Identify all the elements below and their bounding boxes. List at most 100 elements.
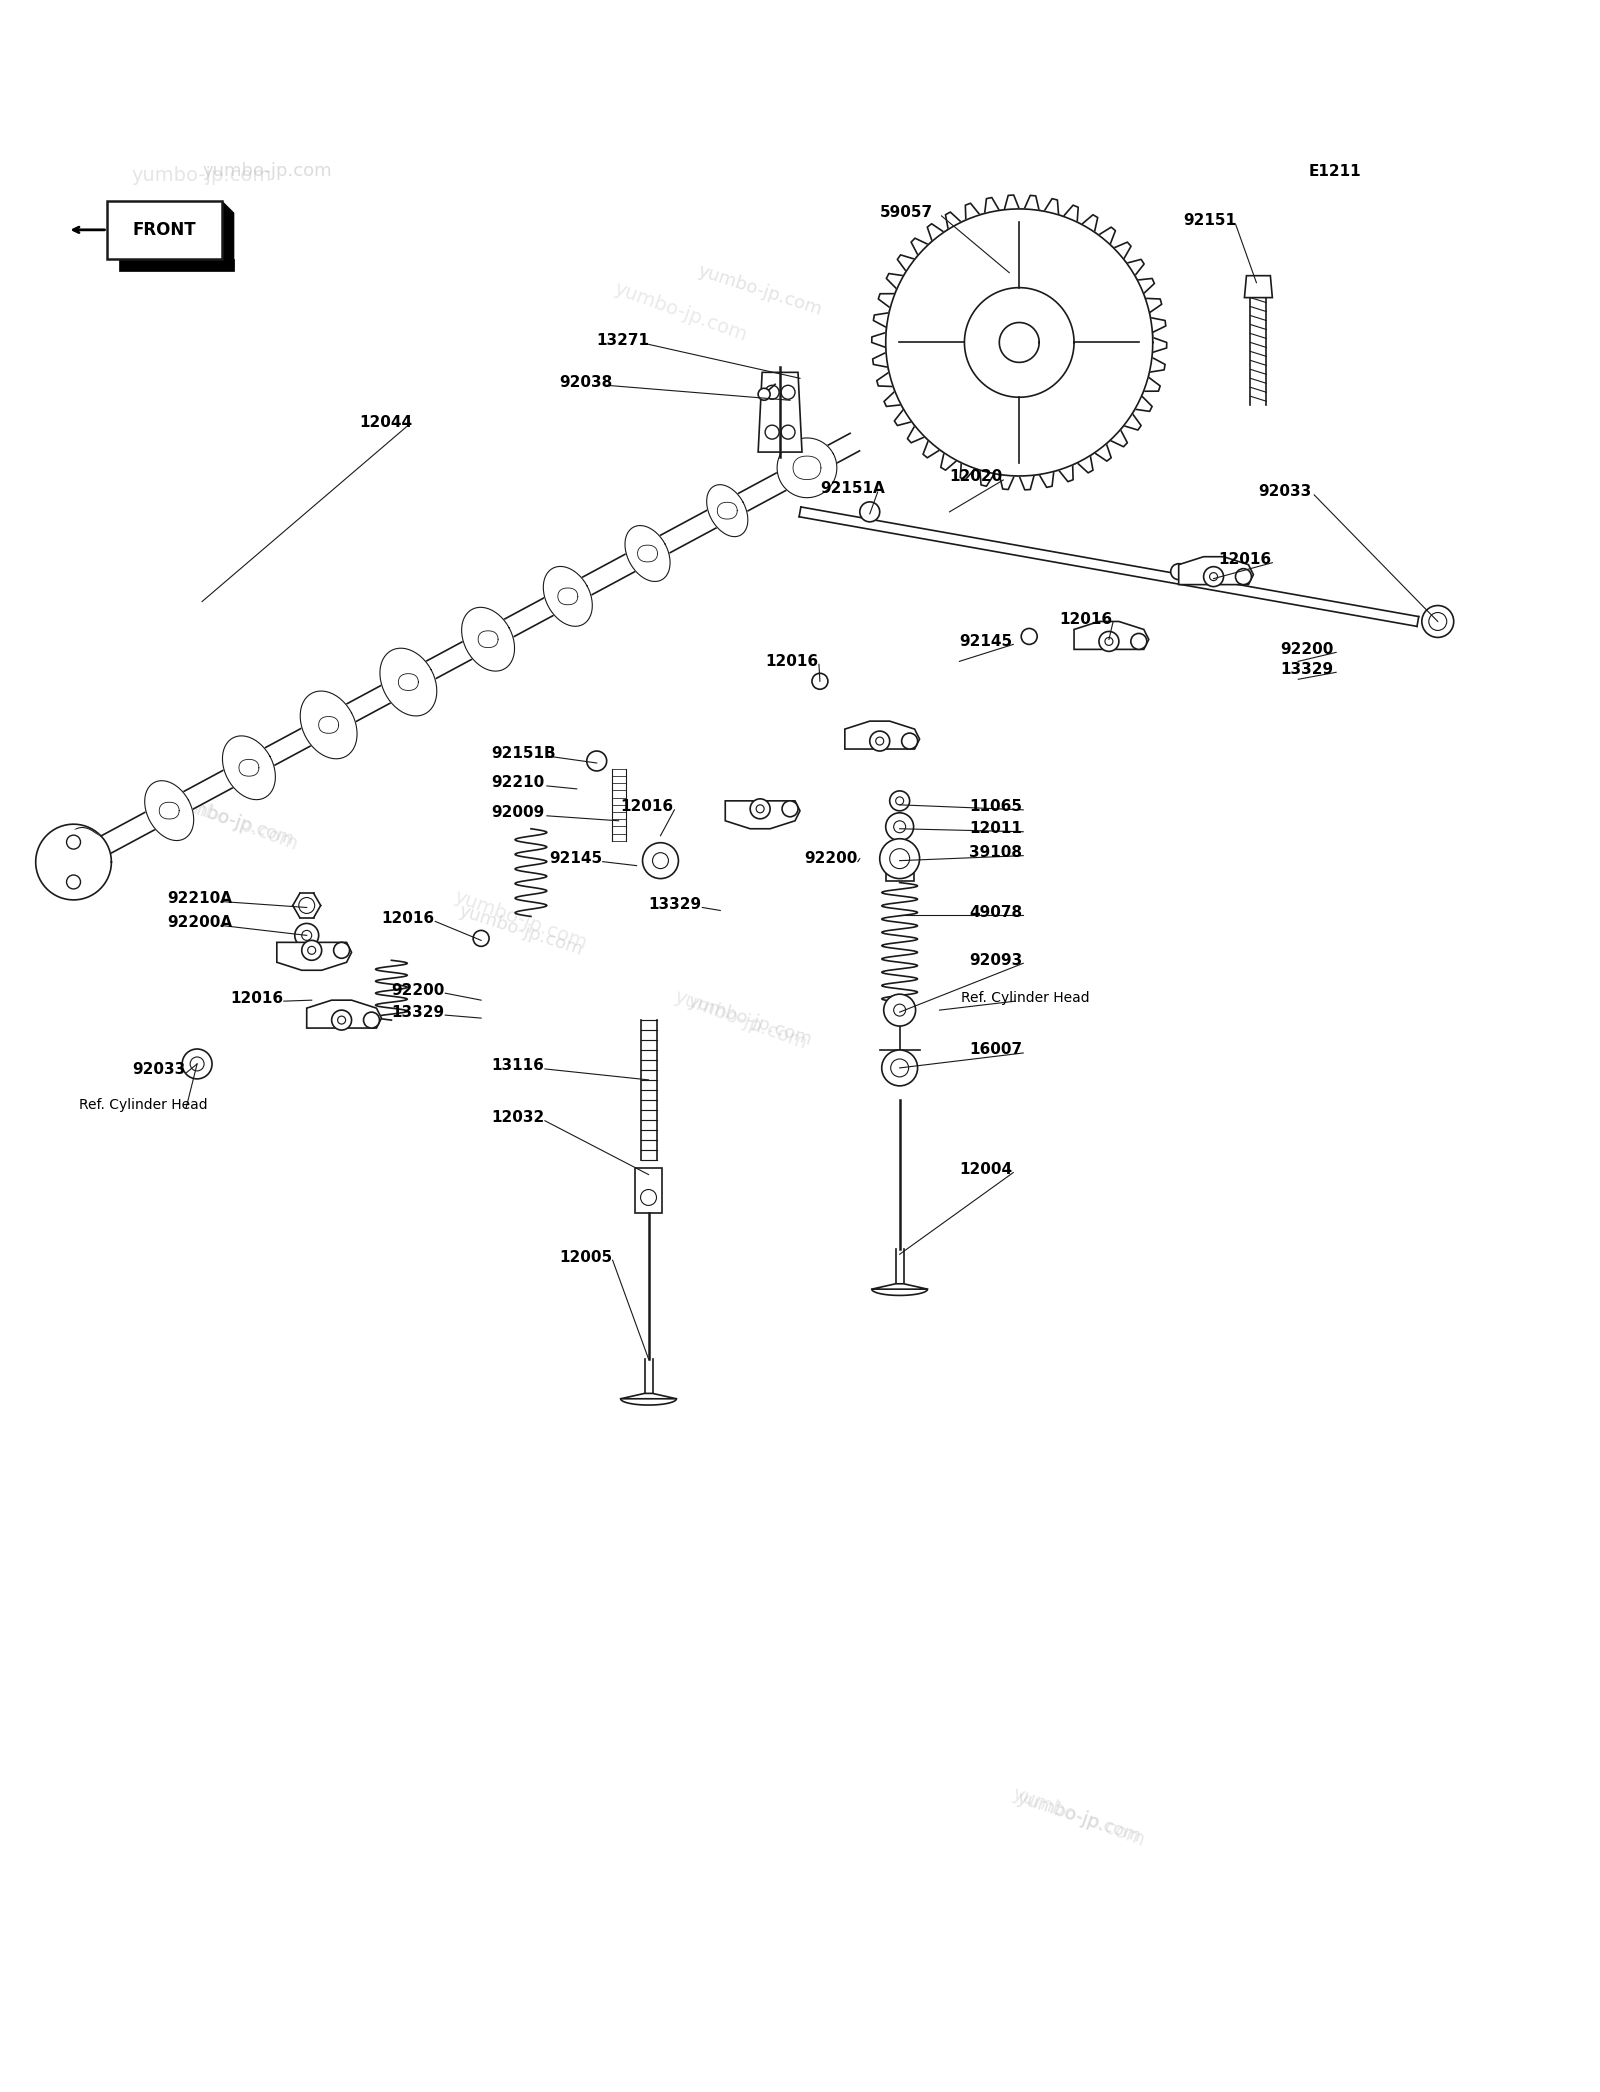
Circle shape [1171, 563, 1187, 579]
Polygon shape [53, 433, 859, 879]
Text: 12016: 12016 [765, 655, 818, 669]
Circle shape [902, 732, 917, 749]
Text: 92200A: 92200A [168, 914, 232, 931]
Circle shape [765, 385, 779, 400]
Circle shape [880, 839, 920, 879]
Polygon shape [544, 567, 592, 626]
Text: 92093: 92093 [970, 952, 1022, 969]
Circle shape [765, 425, 779, 439]
Text: 12016: 12016 [1059, 613, 1112, 628]
Text: 12011: 12011 [970, 822, 1022, 837]
Circle shape [1099, 632, 1118, 651]
Circle shape [859, 502, 880, 521]
Text: 59057: 59057 [880, 205, 933, 220]
Polygon shape [1179, 556, 1253, 584]
Text: yumbo-jp.com: yumbo-jp.com [131, 165, 272, 184]
Polygon shape [778, 437, 837, 498]
Text: 92151A: 92151A [819, 481, 885, 496]
Text: 11065: 11065 [970, 799, 1022, 814]
Circle shape [891, 1059, 909, 1077]
Text: 12020: 12020 [949, 469, 1003, 485]
Circle shape [1429, 613, 1446, 630]
Circle shape [750, 799, 770, 818]
Text: 92033: 92033 [1259, 485, 1312, 500]
Text: yumbo-jp.com: yumbo-jp.com [272, 588, 411, 655]
Circle shape [182, 1048, 213, 1079]
Text: 49078: 49078 [970, 906, 1022, 920]
Text: yumbo-jp.com: yumbo-jp.com [670, 987, 810, 1052]
Text: 12016: 12016 [1219, 552, 1272, 567]
Circle shape [758, 389, 770, 400]
Polygon shape [758, 372, 802, 452]
Text: 92145: 92145 [960, 634, 1013, 649]
Text: Ref. Cylinder Head: Ref. Cylinder Head [962, 992, 1090, 1004]
Text: 12004: 12004 [960, 1161, 1013, 1178]
Circle shape [302, 941, 322, 960]
Polygon shape [845, 722, 920, 749]
Text: 92038: 92038 [558, 374, 613, 389]
Polygon shape [707, 485, 747, 538]
Polygon shape [965, 287, 1074, 397]
Polygon shape [1245, 276, 1272, 297]
Text: yumbo-jp.com: yumbo-jp.com [1014, 1789, 1144, 1845]
Text: 12032: 12032 [491, 1111, 544, 1125]
Circle shape [782, 801, 798, 816]
Circle shape [875, 736, 883, 745]
Circle shape [1203, 567, 1224, 586]
Circle shape [587, 751, 606, 772]
Text: yumbo-jp.com: yumbo-jp.com [451, 887, 590, 954]
Polygon shape [626, 525, 670, 582]
Text: 39108: 39108 [970, 845, 1022, 860]
Circle shape [299, 897, 315, 914]
Circle shape [894, 1004, 906, 1017]
Circle shape [757, 805, 765, 814]
Polygon shape [462, 607, 515, 672]
Circle shape [890, 849, 910, 868]
Polygon shape [872, 195, 1166, 490]
Circle shape [1131, 634, 1147, 649]
Text: yumbo-jp.com: yumbo-jp.com [277, 592, 406, 651]
Text: 92145: 92145 [549, 851, 602, 866]
Text: 13329: 13329 [392, 1004, 445, 1019]
Text: 13329: 13329 [1280, 661, 1333, 678]
Circle shape [307, 946, 315, 954]
Polygon shape [886, 209, 1152, 477]
Polygon shape [872, 1284, 928, 1289]
Circle shape [882, 1050, 917, 1086]
Circle shape [331, 1010, 352, 1029]
Text: 92200: 92200 [803, 851, 858, 866]
Circle shape [653, 854, 669, 868]
Polygon shape [379, 649, 437, 715]
Circle shape [886, 814, 914, 841]
Polygon shape [277, 941, 352, 971]
Text: yumbo-jp.com: yumbo-jp.com [163, 789, 301, 854]
Circle shape [363, 1013, 379, 1027]
Bar [107, 201, 222, 259]
Polygon shape [35, 831, 112, 893]
Text: 13329: 13329 [648, 897, 702, 912]
Circle shape [1422, 605, 1454, 638]
Text: 16007: 16007 [970, 1042, 1022, 1056]
Text: yumbo-jp.com: yumbo-jp.com [696, 262, 824, 320]
Text: 92151B: 92151B [491, 745, 555, 761]
Text: 12016: 12016 [230, 992, 283, 1006]
Bar [886, 858, 914, 881]
Circle shape [781, 385, 795, 400]
Text: 92033: 92033 [133, 1063, 186, 1077]
Text: 92009: 92009 [491, 805, 544, 820]
Circle shape [894, 820, 906, 833]
Circle shape [896, 797, 904, 805]
Circle shape [1106, 638, 1114, 646]
Text: FRONT: FRONT [133, 222, 197, 238]
Text: 92151: 92151 [1184, 213, 1237, 228]
Circle shape [294, 923, 318, 948]
Polygon shape [301, 690, 357, 759]
Text: 92200: 92200 [1280, 642, 1334, 657]
Text: yumbo-jp.com: yumbo-jp.com [168, 793, 296, 849]
Polygon shape [307, 1000, 381, 1027]
Text: yumbo-jp.com: yumbo-jp.com [456, 902, 586, 958]
Circle shape [67, 835, 80, 849]
Polygon shape [1074, 621, 1149, 649]
Text: yumbo-jp.com: yumbo-jp.com [611, 280, 749, 345]
Circle shape [302, 931, 312, 941]
